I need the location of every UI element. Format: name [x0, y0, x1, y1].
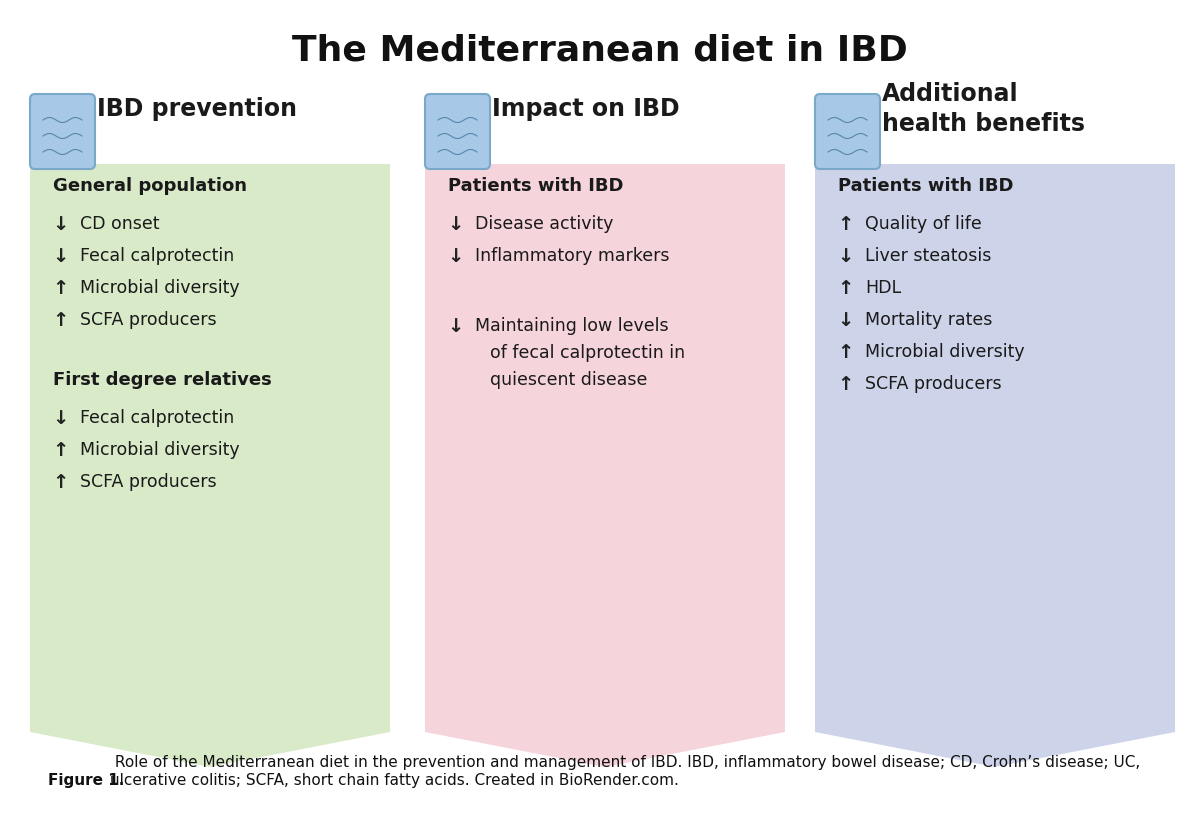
Text: ↑: ↑	[52, 279, 68, 298]
Text: ↓: ↓	[446, 215, 463, 234]
Text: ↑: ↑	[52, 311, 68, 330]
Text: Microbial diversity: Microbial diversity	[865, 343, 1025, 361]
Text: Patients with IBD: Patients with IBD	[448, 177, 624, 195]
Text: IBD prevention: IBD prevention	[97, 97, 298, 121]
Text: Fecal calprotectin: Fecal calprotectin	[80, 247, 234, 265]
Text: ↓: ↓	[52, 215, 68, 234]
Text: SCFA producers: SCFA producers	[80, 311, 217, 329]
Text: CD onset: CD onset	[80, 215, 160, 233]
Text: Maintaining low levels: Maintaining low levels	[475, 317, 668, 335]
Text: SCFA producers: SCFA producers	[80, 473, 217, 491]
Text: Impact on IBD: Impact on IBD	[492, 97, 679, 121]
Text: General population: General population	[53, 177, 247, 195]
Polygon shape	[815, 164, 1175, 767]
Text: Role of the Mediterranean diet in the prevention and management of IBD. IBD, inf: Role of the Mediterranean diet in the pr…	[110, 755, 1141, 788]
Text: SCFA producers: SCFA producers	[865, 375, 1002, 393]
Text: ↓: ↓	[836, 311, 853, 330]
Text: HDL: HDL	[865, 279, 901, 297]
Text: Quality of life: Quality of life	[865, 215, 982, 233]
Text: ↓: ↓	[446, 317, 463, 336]
Text: ↑: ↑	[836, 279, 853, 298]
Text: ↓: ↓	[52, 409, 68, 428]
Text: ↑: ↑	[836, 215, 853, 234]
Text: Patients with IBD: Patients with IBD	[838, 177, 1014, 195]
Text: Additional
health benefits: Additional health benefits	[882, 82, 1085, 136]
Polygon shape	[30, 164, 390, 767]
Text: quiescent disease: quiescent disease	[490, 371, 647, 389]
FancyBboxPatch shape	[815, 94, 880, 169]
Text: Inflammatory markers: Inflammatory markers	[475, 247, 670, 265]
Text: Fecal calprotectin: Fecal calprotectin	[80, 409, 234, 427]
Polygon shape	[425, 164, 785, 767]
Text: Figure 1.: Figure 1.	[48, 773, 125, 788]
Text: ↓: ↓	[446, 247, 463, 266]
Text: of fecal calprotectin in: of fecal calprotectin in	[490, 344, 685, 362]
Text: ↓: ↓	[836, 247, 853, 266]
Text: ↑: ↑	[52, 441, 68, 460]
Text: First degree relatives: First degree relatives	[53, 371, 271, 389]
FancyBboxPatch shape	[30, 94, 95, 169]
Text: Microbial diversity: Microbial diversity	[80, 441, 240, 459]
Text: Disease activity: Disease activity	[475, 215, 613, 233]
FancyBboxPatch shape	[425, 94, 490, 169]
Text: ↓: ↓	[52, 247, 68, 266]
Text: ↑: ↑	[52, 473, 68, 492]
Text: ↑: ↑	[836, 375, 853, 394]
Text: Microbial diversity: Microbial diversity	[80, 279, 240, 297]
Text: The Mediterranean diet in IBD: The Mediterranean diet in IBD	[292, 34, 908, 68]
Text: Mortality rates: Mortality rates	[865, 311, 992, 329]
Text: Liver steatosis: Liver steatosis	[865, 247, 991, 265]
Text: ↑: ↑	[836, 343, 853, 362]
